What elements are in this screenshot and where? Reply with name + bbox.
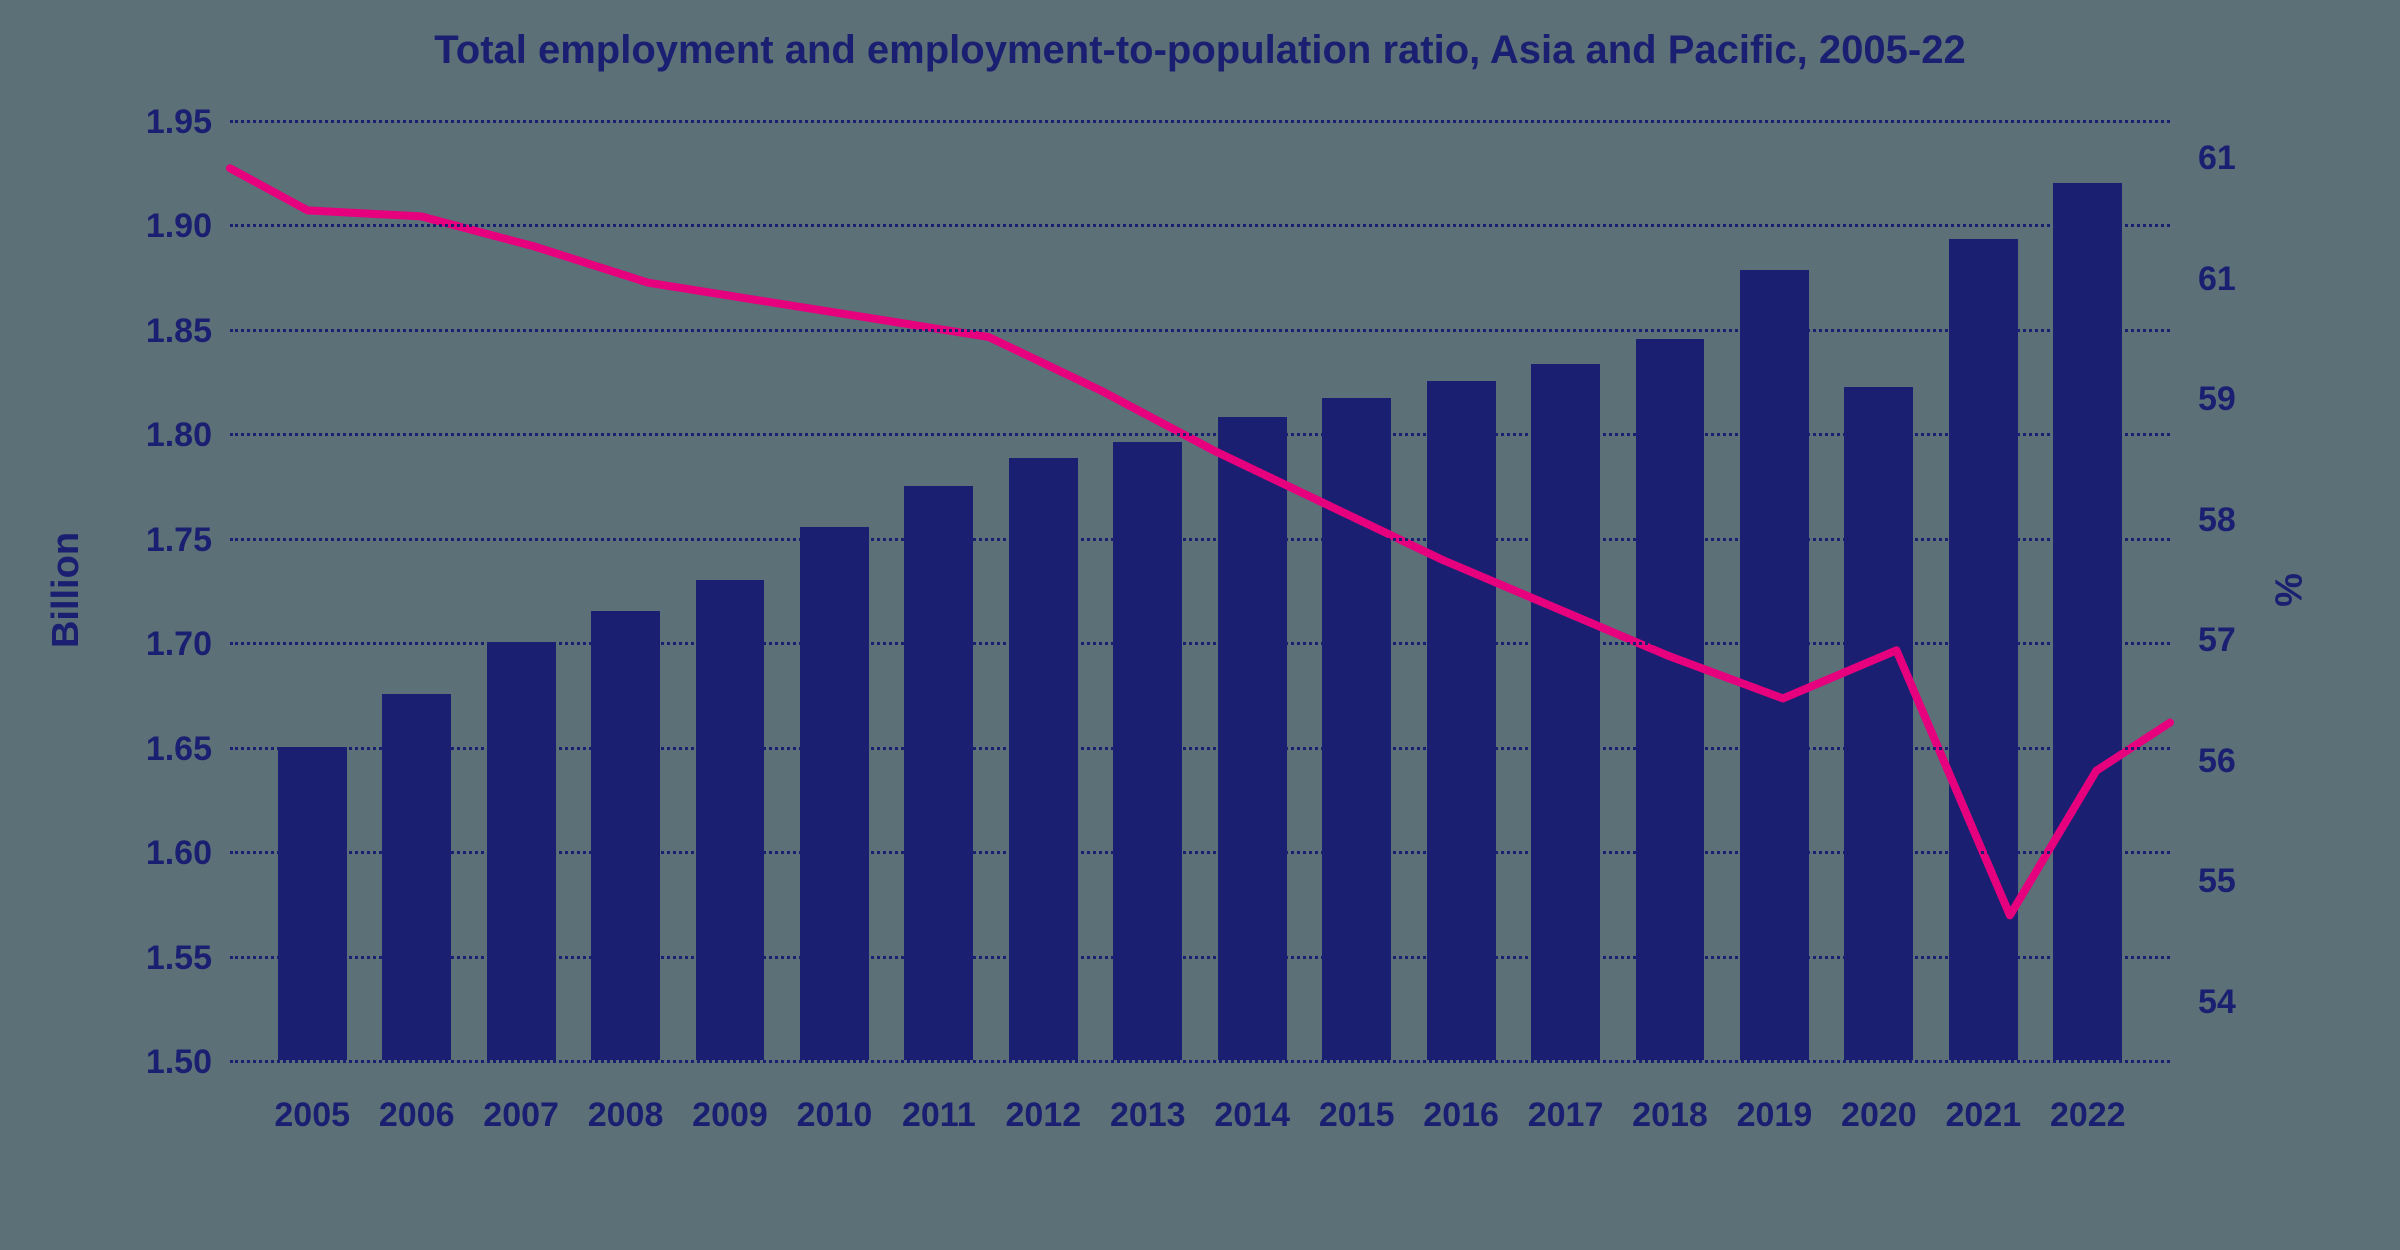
chart-title: Total employment and employment-to-popul… bbox=[0, 28, 2400, 73]
x-tick: 2018 bbox=[1632, 1096, 1708, 1135]
y-left-tick: 1.90 bbox=[146, 207, 212, 246]
x-tick: 2014 bbox=[1214, 1096, 1290, 1135]
x-tick: 2017 bbox=[1528, 1096, 1604, 1135]
y-right-tick: 58 bbox=[2198, 501, 2236, 540]
x-tick: 2012 bbox=[1006, 1096, 1082, 1135]
x-tick: 2020 bbox=[1841, 1096, 1917, 1135]
x-tick: 2006 bbox=[379, 1096, 455, 1135]
y-right-tick: 54 bbox=[2198, 983, 2236, 1022]
grid-line bbox=[230, 224, 2170, 227]
grid-line bbox=[230, 329, 2170, 332]
x-tick: 2010 bbox=[797, 1096, 873, 1135]
y-left-tick: 1.75 bbox=[146, 521, 212, 560]
x-tick: 2008 bbox=[588, 1096, 664, 1135]
x-tick: 2015 bbox=[1319, 1096, 1395, 1135]
grid-line bbox=[230, 120, 2170, 123]
x-tick: 2005 bbox=[274, 1096, 350, 1135]
line-series bbox=[230, 120, 2170, 1060]
x-tick: 2021 bbox=[1946, 1096, 2022, 1135]
grid-line bbox=[230, 956, 2170, 959]
y-right-tick: 56 bbox=[2198, 742, 2236, 781]
ratio-line bbox=[230, 168, 2170, 915]
grid-line bbox=[230, 538, 2170, 541]
y-left-tick: 1.65 bbox=[146, 730, 212, 769]
y-right-tick: 57 bbox=[2198, 621, 2236, 660]
x-tick: 2007 bbox=[483, 1096, 559, 1135]
x-tick: 2011 bbox=[902, 1096, 976, 1135]
grid-line bbox=[230, 851, 2170, 854]
y-left-tick: 1.70 bbox=[146, 625, 212, 664]
y-left-tick: 1.60 bbox=[146, 834, 212, 873]
y-right-tick: 59 bbox=[2198, 380, 2236, 419]
grid-line bbox=[230, 747, 2170, 750]
x-tick: 2013 bbox=[1110, 1096, 1186, 1135]
y-right-tick: 61 bbox=[2198, 260, 2236, 299]
y-right-tick: 55 bbox=[2198, 862, 2236, 901]
x-tick: 2009 bbox=[692, 1096, 768, 1135]
y-left-tick: 1.95 bbox=[146, 103, 212, 142]
y-right-tick: 61 bbox=[2198, 139, 2236, 178]
grid-line bbox=[230, 642, 2170, 645]
y-left-tick: 1.85 bbox=[146, 312, 212, 351]
y-axis-right-label: % bbox=[2269, 573, 2312, 607]
y-left-tick: 1.50 bbox=[146, 1043, 212, 1082]
y-left-tick: 1.55 bbox=[146, 939, 212, 978]
employment-chart: Total employment and employment-to-popul… bbox=[0, 0, 2400, 1250]
x-tick: 2016 bbox=[1423, 1096, 1499, 1135]
y-left-tick: 1.80 bbox=[146, 416, 212, 455]
x-tick: 2022 bbox=[2050, 1096, 2126, 1135]
plot-area bbox=[230, 120, 2170, 1060]
grid-line bbox=[230, 1060, 2170, 1063]
x-tick: 2019 bbox=[1737, 1096, 1813, 1135]
y-axis-left-label: Billion bbox=[45, 532, 88, 648]
grid-line bbox=[230, 433, 2170, 436]
